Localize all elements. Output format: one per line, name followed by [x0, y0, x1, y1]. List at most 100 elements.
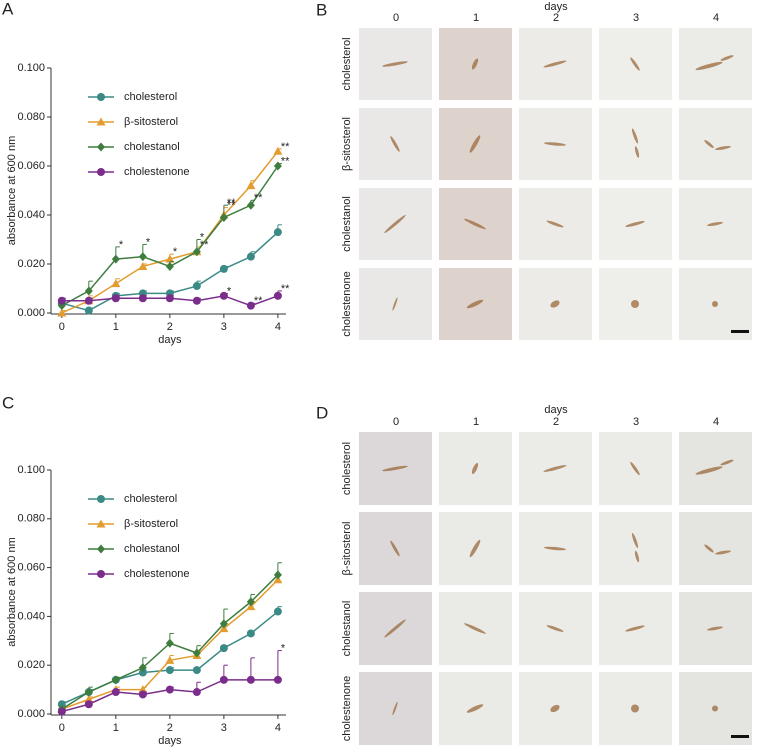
- row-label: cholestanol: [341, 196, 353, 252]
- point: [273, 291, 282, 300]
- bacterium: [625, 221, 645, 227]
- point: [165, 294, 174, 303]
- column-label: 0: [393, 12, 399, 24]
- bacterium: [384, 619, 406, 638]
- bacterium: [712, 705, 718, 712]
- series-line: [61, 679, 278, 713]
- bacterium: [464, 218, 486, 230]
- point: [84, 286, 93, 296]
- column-label: 1: [473, 12, 479, 24]
- bacterium: [384, 214, 406, 234]
- point: [273, 607, 282, 616]
- legend-label: cholestanol: [124, 543, 180, 555]
- x-tick-label: 3: [221, 722, 227, 734]
- point: [165, 685, 174, 694]
- bacterium: [392, 701, 398, 716]
- point: [138, 685, 148, 694]
- legend-marker: [97, 495, 105, 503]
- point: [111, 688, 120, 697]
- series-line: [61, 165, 279, 307]
- point: [219, 264, 228, 273]
- bacterium: [625, 625, 645, 632]
- bacterium: [466, 299, 484, 309]
- significance-label: **: [281, 155, 290, 167]
- significance-label: *: [173, 246, 178, 258]
- bacterium: [631, 532, 639, 549]
- bacterium: [464, 623, 486, 634]
- bacterium: [631, 128, 639, 144]
- panel-letter: B: [316, 0, 327, 19]
- point: [246, 597, 255, 607]
- bacterium: [543, 465, 567, 472]
- bacterium: [544, 546, 566, 551]
- bacterium: [550, 300, 560, 308]
- bacterium: [390, 136, 400, 152]
- legend-marker: [97, 93, 105, 101]
- bacterium: [704, 544, 714, 553]
- column-label: 2: [553, 416, 559, 428]
- point: [246, 200, 255, 210]
- bacterium: [469, 135, 481, 153]
- y-tick-label: 0.000: [17, 307, 45, 319]
- x-tick-label: 4: [275, 722, 281, 734]
- significance-label: *: [281, 642, 286, 654]
- bacterium: [720, 55, 734, 61]
- bacterium: [634, 550, 640, 563]
- point: [138, 252, 147, 262]
- point: [219, 644, 228, 653]
- legend-marker: [97, 544, 105, 554]
- point: [138, 690, 147, 699]
- point: [219, 619, 228, 629]
- x-tick-label: 1: [113, 722, 119, 734]
- point: [57, 296, 66, 305]
- micrograph-cell: [679, 512, 752, 585]
- point: [273, 146, 283, 155]
- point: [165, 638, 174, 648]
- point: [219, 291, 228, 300]
- y-tick-label: 0.020: [17, 258, 45, 270]
- column-label: 0: [393, 416, 399, 428]
- row-label: cholestenone: [341, 271, 353, 336]
- y-tick-label: 0.080: [17, 111, 45, 123]
- point: [111, 254, 120, 264]
- bacterium: [543, 60, 567, 68]
- row-label: cholesterol: [341, 442, 353, 495]
- micrograph-cell: [599, 512, 672, 585]
- legend-label: cholesterol: [124, 493, 177, 505]
- bacterium: [469, 539, 481, 558]
- point: [192, 247, 201, 257]
- significance-label: **: [227, 197, 236, 209]
- y-tick-label: 0.060: [17, 160, 45, 172]
- row-label: cholesterol: [341, 37, 353, 90]
- legend-label: cholestenone: [124, 568, 189, 580]
- bacterium: [715, 550, 731, 555]
- y-tick-label: 0.020: [17, 659, 45, 671]
- point: [111, 675, 120, 685]
- point: [192, 666, 201, 675]
- point: [246, 629, 255, 638]
- point: [273, 161, 282, 171]
- bacterium: [546, 220, 564, 228]
- point: [165, 261, 174, 271]
- legend-label: β-sitosterol: [124, 518, 178, 530]
- bacterium: [695, 466, 723, 475]
- legend-label: cholesterol: [124, 91, 177, 103]
- y-tick-label: 0.000: [17, 708, 45, 720]
- y-tick-label: 0.040: [17, 610, 45, 622]
- bacterium: [546, 625, 564, 632]
- bacterium: [471, 462, 479, 475]
- bacterium: [634, 146, 640, 158]
- x-tick-label: 3: [221, 321, 227, 333]
- column-label: 3: [633, 12, 639, 24]
- significance-label: *: [227, 285, 232, 297]
- legend-marker: [96, 117, 106, 126]
- bacterium: [707, 626, 723, 631]
- significance-label: **: [200, 239, 209, 251]
- x-tick-label: 2: [167, 722, 173, 734]
- y-axis-label: absorbance at 600 nm: [6, 537, 18, 646]
- column-label: 1: [473, 416, 479, 428]
- point: [165, 666, 174, 675]
- row-label: cholestenone: [341, 676, 353, 741]
- y-tick-label: 0.100: [17, 464, 45, 476]
